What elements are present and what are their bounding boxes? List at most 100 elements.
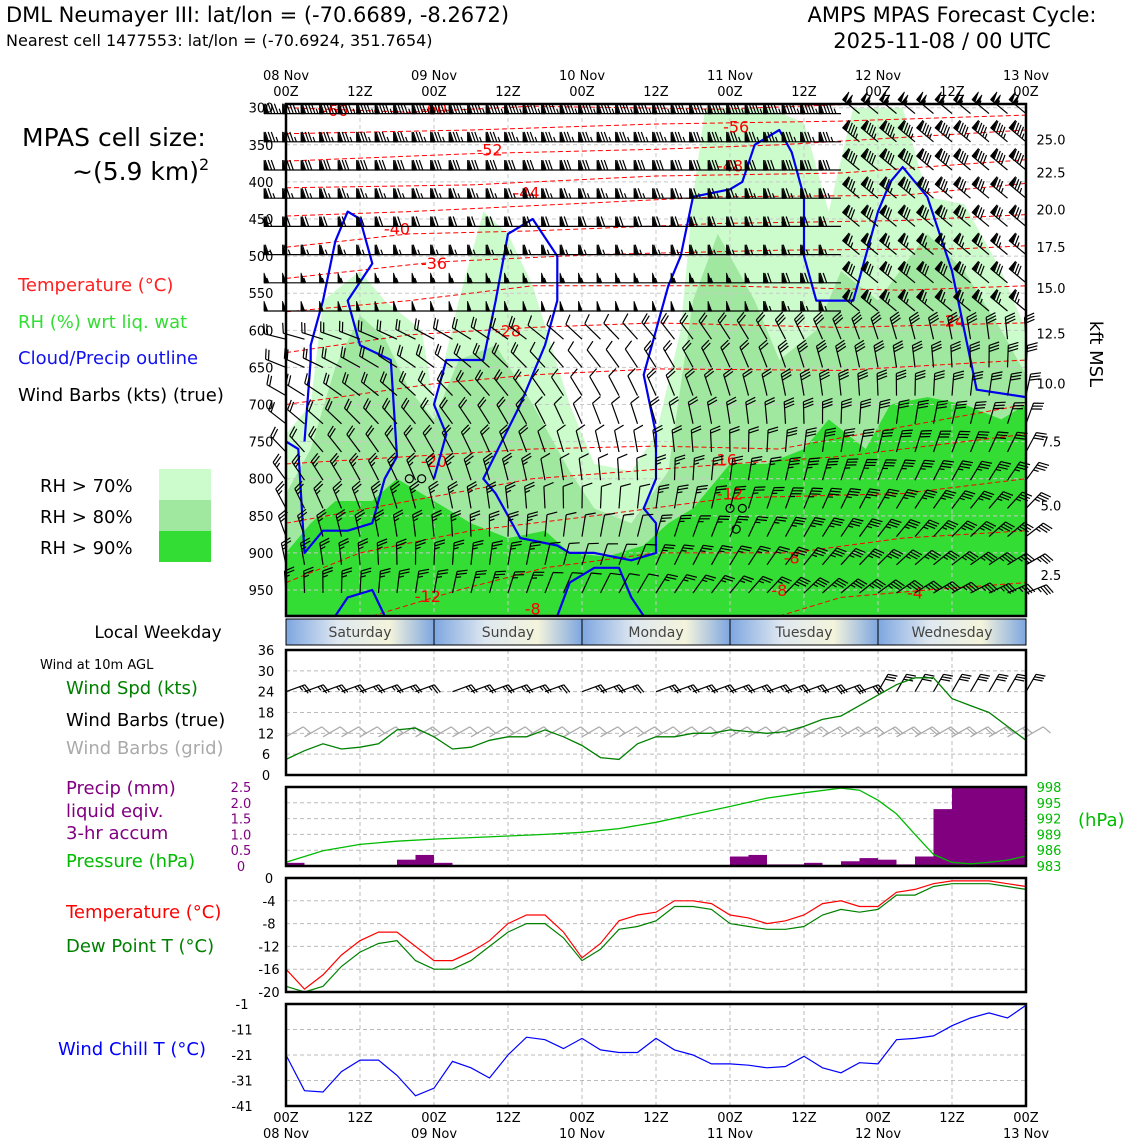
bottom-day-label: 13 Nov <box>1003 1127 1049 1140</box>
wind-barb-flag <box>652 131 657 143</box>
wind-barb-flag <box>916 119 924 131</box>
wind-barb <box>617 453 628 481</box>
wind-barb-flag <box>467 272 472 284</box>
wind-barb-flag <box>411 188 417 199</box>
grid-wind-barb <box>581 726 607 738</box>
wind-barb-flag <box>485 216 491 227</box>
legend-windchill: Wind Chill T (°C) <box>58 1039 206 1060</box>
wind-barb-flag <box>879 119 887 131</box>
wind-barb <box>840 428 856 453</box>
wind-barb <box>489 316 509 340</box>
wind-barb-flag <box>953 204 961 216</box>
wind-barb-flag <box>953 289 961 300</box>
temperature-line <box>285 880 1027 990</box>
wind-barb <box>897 177 916 199</box>
grid-wind-barb <box>507 726 533 738</box>
wind-barb <box>1025 432 1047 453</box>
true-wind-barb <box>951 673 972 692</box>
wind-barb <box>525 511 539 537</box>
pressure-tick-label: 450 <box>249 213 274 228</box>
wind-barb <box>496 396 509 425</box>
legend-wind-spd: Wind Spd (kts) <box>66 678 198 699</box>
wind-barb-flag <box>263 272 269 284</box>
wind-barb <box>821 457 840 481</box>
wind-barb <box>742 368 753 396</box>
wind-barb <box>428 480 439 509</box>
wind-barb <box>821 517 845 537</box>
wind-barb <box>488 510 500 537</box>
wind-barb-flag <box>897 176 905 188</box>
wind-barb <box>562 482 574 509</box>
wind-barb-flag <box>633 272 639 284</box>
wind-barb <box>467 131 490 143</box>
wind-barb-flag <box>522 244 528 255</box>
wind-barb <box>969 370 984 396</box>
legend-wind-barbs-grid: Wind Barbs (grid) <box>66 738 224 759</box>
precip-bar <box>730 856 749 866</box>
wind-barb <box>782 103 804 115</box>
wind-barb-flag <box>842 260 850 272</box>
wind-barb <box>879 205 897 227</box>
wind-barb <box>488 570 507 594</box>
wind-barb-flag <box>504 159 509 171</box>
kft-tick-label: 15.0 <box>1037 282 1066 297</box>
wind-barb-flag <box>411 300 417 312</box>
wind-barb-flag <box>448 216 454 227</box>
wind-barbs <box>263 91 1054 596</box>
wind-barb <box>729 485 747 509</box>
wind-barb <box>302 347 324 368</box>
wind-barb <box>387 452 398 481</box>
wind-barb-flag <box>430 272 435 284</box>
wind-barb <box>745 131 767 143</box>
legend-wind-barbs: Wind Barbs (kts) (true) <box>18 385 224 406</box>
wind-barb <box>264 131 286 143</box>
wind-barb-flag <box>522 103 528 114</box>
wind-barb <box>412 103 434 115</box>
wind-barb <box>674 574 698 594</box>
wind-barb-flag <box>578 244 583 255</box>
cross-section-axes: 300 350 400 450 500 550 600 650 700 750 800 850 900 9… <box>249 69 1066 618</box>
wind-barb <box>562 572 583 594</box>
wind-barb <box>521 452 532 481</box>
wind-barb <box>840 578 868 594</box>
true-wind-barb <box>729 684 756 694</box>
wind-barb <box>359 567 372 594</box>
wind-barb <box>611 396 621 425</box>
wind-barb <box>934 148 953 171</box>
wind-barb <box>953 177 971 199</box>
wind-barb-flag <box>953 232 961 244</box>
wind-barb-flag <box>652 188 657 199</box>
wind-barb <box>636 513 654 537</box>
temp-frame <box>284 876 1028 994</box>
wind-barb <box>710 485 728 509</box>
wind-barb-flag <box>800 188 805 199</box>
wind-barb <box>838 368 850 396</box>
wind-barb-flag <box>818 159 824 171</box>
cell-size-value: ~(5.9 km)2 <box>72 155 209 186</box>
wind-barb-flag <box>916 289 924 300</box>
wind-barb <box>988 431 1009 453</box>
wind-barb <box>474 369 490 396</box>
wind-barb <box>970 582 999 594</box>
wind-barb-flag <box>300 131 306 143</box>
wind-barb <box>270 426 287 453</box>
wind-barb <box>726 103 749 115</box>
wind-barb-flag <box>356 300 361 312</box>
wind-barb <box>597 131 619 143</box>
pressure-tick-label: 995 <box>1037 797 1062 812</box>
grid-wind-barb <box>877 726 903 738</box>
nearest-cell-label: Nearest cell 1477553: lat/lon = (-70.692… <box>6 31 433 50</box>
wind-barb-flag <box>818 300 824 312</box>
wind-barb <box>818 368 830 396</box>
wind-barb <box>643 340 657 368</box>
cloud-outline-0 <box>285 210 399 554</box>
wind-barb-flag <box>485 244 491 255</box>
wind-barb <box>375 159 397 171</box>
wind-barb <box>615 188 638 199</box>
wind-barb <box>821 397 833 424</box>
wind-barb-flag <box>485 188 491 199</box>
grid-wind-barb <box>766 726 792 738</box>
station-title: DML Neumayer III: lat/lon = (-70.6689, -… <box>6 3 509 27</box>
true-wind-barb <box>988 673 1009 692</box>
wind-barb <box>951 400 968 424</box>
